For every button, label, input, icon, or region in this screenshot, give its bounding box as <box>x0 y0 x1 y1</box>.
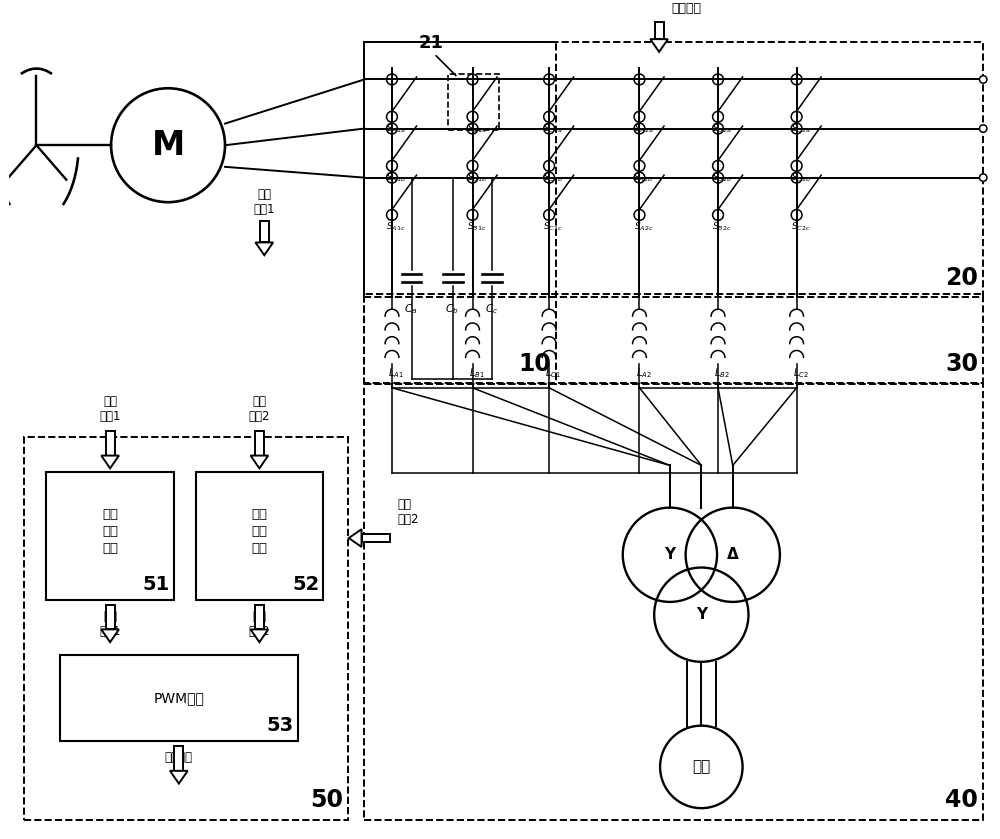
Circle shape <box>979 125 987 133</box>
Bar <box>46 472 174 600</box>
Text: $S_{B1a}$: $S_{B1a}$ <box>467 122 486 135</box>
Bar <box>364 42 556 384</box>
Text: $S_{B2c}$: $S_{B2c}$ <box>712 221 732 233</box>
Text: 51: 51 <box>143 575 170 594</box>
Text: 控制
信号1: 控制 信号1 <box>99 610 121 638</box>
Text: 采样
信号2: 采样 信号2 <box>249 395 270 423</box>
Text: 40: 40 <box>945 788 978 812</box>
Polygon shape <box>106 431 115 456</box>
Polygon shape <box>101 456 119 468</box>
Polygon shape <box>255 431 264 456</box>
Text: $S_{B1c}$: $S_{B1c}$ <box>467 221 486 233</box>
Text: $C_b$: $C_b$ <box>445 302 459 316</box>
Text: $S_{C1a}$: $S_{C1a}$ <box>543 122 563 135</box>
Polygon shape <box>251 456 268 468</box>
Text: $S_{C2c}$: $S_{C2c}$ <box>791 221 810 233</box>
Text: M: M <box>151 128 185 162</box>
Text: 52: 52 <box>292 575 319 594</box>
Text: 开关信号: 开关信号 <box>671 2 701 14</box>
Text: $C_c$: $C_c$ <box>485 302 498 316</box>
Bar <box>196 472 323 600</box>
Text: $S_{C2b}$: $S_{C2b}$ <box>791 172 810 185</box>
Text: $L_{C2}$: $L_{C2}$ <box>793 366 808 380</box>
Text: $S_{A2b}$: $S_{A2b}$ <box>633 172 653 185</box>
Polygon shape <box>260 221 269 242</box>
Polygon shape <box>349 529 362 547</box>
Text: Y: Y <box>696 607 707 623</box>
Text: 采样
信号1: 采样 信号1 <box>254 188 275 216</box>
Bar <box>24 437 348 820</box>
Text: Y: Y <box>664 547 675 562</box>
Text: 网侧
控制
模块: 网侧 控制 模块 <box>251 508 267 555</box>
Text: 采样
信号1: 采样 信号1 <box>99 395 121 423</box>
Text: 10: 10 <box>518 352 551 376</box>
Bar <box>448 74 499 131</box>
Text: $L_{C1}$: $L_{C1}$ <box>545 366 561 380</box>
Text: 机侧
控制
模块: 机侧 控制 模块 <box>102 508 118 555</box>
Text: $S_{A2c}$: $S_{A2c}$ <box>634 221 653 233</box>
Polygon shape <box>174 746 183 771</box>
Text: $S_{C1b}$: $S_{C1b}$ <box>543 172 563 185</box>
Text: $S_{A1c}$: $S_{A1c}$ <box>386 221 406 233</box>
Text: Δ: Δ <box>727 547 739 562</box>
Text: PWM模块: PWM模块 <box>153 691 204 705</box>
Polygon shape <box>251 629 268 642</box>
Text: 电网: 电网 <box>692 759 710 774</box>
Polygon shape <box>101 629 119 642</box>
Text: $L_{A1}$: $L_{A1}$ <box>388 366 404 380</box>
Circle shape <box>979 76 987 83</box>
Polygon shape <box>650 39 668 52</box>
Text: $L_{B1}$: $L_{B1}$ <box>469 366 484 380</box>
Bar <box>364 383 983 820</box>
Bar <box>364 294 983 384</box>
Bar <box>60 655 298 742</box>
Text: 50: 50 <box>310 788 343 812</box>
Text: $S_{B1b}$: $S_{B1b}$ <box>467 172 486 185</box>
Text: $S_{A1a}$: $S_{A1a}$ <box>386 122 406 135</box>
Text: $S_{A2a}$: $S_{A2a}$ <box>634 122 653 135</box>
Text: 53: 53 <box>267 717 294 736</box>
Text: 21: 21 <box>418 34 443 52</box>
Circle shape <box>979 174 987 181</box>
Polygon shape <box>255 242 273 255</box>
Text: $L_{A2}$: $L_{A2}$ <box>636 366 651 380</box>
Text: $S_{B2a}$: $S_{B2a}$ <box>712 122 732 135</box>
Polygon shape <box>362 534 390 543</box>
Text: $S_{A1b}$: $S_{A1b}$ <box>386 172 406 185</box>
Polygon shape <box>106 605 115 629</box>
Text: 20: 20 <box>945 266 978 289</box>
Text: 开关信号: 开关信号 <box>165 751 193 764</box>
Polygon shape <box>655 23 664 39</box>
Text: 控制
信号2: 控制 信号2 <box>249 610 270 638</box>
Text: $S_{C1c}$: $S_{C1c}$ <box>543 221 563 233</box>
Bar <box>364 42 983 298</box>
Text: 采样
信号2: 采样 信号2 <box>398 498 419 526</box>
Text: $C_a$: $C_a$ <box>404 302 417 316</box>
Polygon shape <box>170 771 188 784</box>
Polygon shape <box>255 605 264 629</box>
Text: $S_{C2a}$: $S_{C2a}$ <box>791 122 810 135</box>
Text: 30: 30 <box>945 352 978 376</box>
Text: $S_{B2b}$: $S_{B2b}$ <box>712 172 732 185</box>
Text: $L_{B2}$: $L_{B2}$ <box>714 366 730 380</box>
